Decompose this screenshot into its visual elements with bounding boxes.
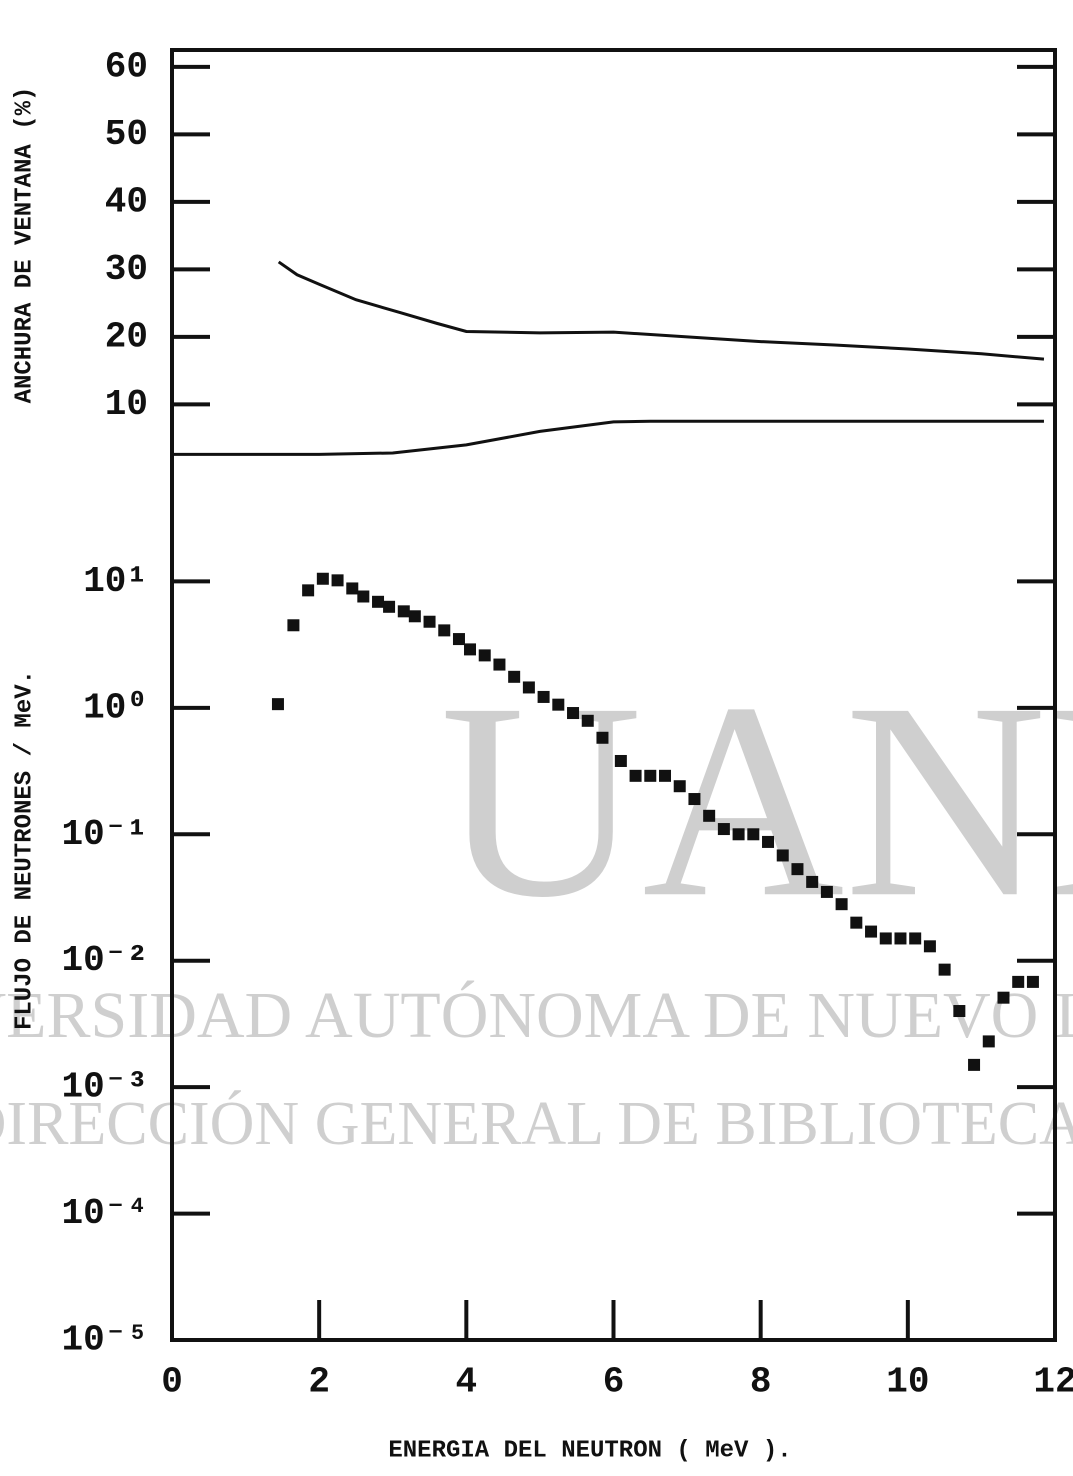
y-tick-label: 60 (105, 46, 148, 87)
point (806, 875, 819, 888)
point (997, 991, 1010, 1004)
point (397, 605, 410, 618)
point (581, 714, 594, 727)
y-tick-label: 10⁻⁵ (62, 1320, 148, 1361)
y-tick-label: 30 (105, 249, 148, 290)
point (850, 916, 863, 929)
point (508, 670, 521, 683)
point (596, 731, 609, 744)
x-tick-label: 8 (750, 1362, 772, 1403)
x-tick-label: 10 (886, 1362, 929, 1403)
point (522, 681, 535, 694)
watermark-line: DIRECCIÓN GENERAL DE BIBLIOTECAS (0, 1090, 1073, 1158)
y-tick-label: 40 (105, 181, 148, 222)
point (894, 932, 907, 945)
point (271, 698, 284, 711)
y-tick-label: 10⁻³ (62, 1067, 148, 1108)
point (747, 828, 760, 841)
point (316, 572, 329, 585)
point (982, 1035, 995, 1048)
point (552, 698, 565, 711)
point (614, 754, 627, 767)
y-tick-label: 10⁰ (83, 687, 148, 728)
watermark-logo: UANL (440, 644, 1073, 955)
point (408, 610, 421, 623)
point (452, 633, 465, 646)
y-tick-label: 50 (105, 114, 148, 155)
y-tick-label: 10⁻¹ (62, 814, 148, 855)
point (703, 809, 716, 822)
point (923, 940, 936, 953)
point (302, 584, 315, 597)
point (835, 898, 848, 911)
curve (277, 260, 1045, 361)
x-tick-label: 4 (456, 1362, 478, 1403)
point (1026, 975, 1039, 988)
point (331, 574, 344, 587)
x-tick-label: 6 (603, 1362, 625, 1403)
x-tick-label: 2 (308, 1362, 330, 1403)
point (820, 885, 833, 898)
point (644, 769, 657, 782)
watermark-line: UNIVERSIDAD AUTÓNOMA DE NUEVO LEÓN (0, 979, 1073, 1052)
point (372, 595, 385, 608)
point (732, 828, 745, 841)
y-tick-label: 20 (105, 316, 148, 357)
point (688, 793, 701, 806)
point (673, 780, 686, 793)
x-tick-label: 0 (161, 1362, 183, 1403)
point (478, 649, 491, 662)
point (357, 590, 370, 603)
point (464, 643, 477, 656)
y-tick-label: 10⁻² (62, 940, 148, 981)
point (909, 932, 922, 945)
point (762, 835, 775, 848)
point (493, 658, 506, 671)
point (423, 615, 436, 628)
point (438, 624, 451, 637)
point (537, 690, 550, 703)
y-tick-label: 10⁻⁴ (62, 1193, 148, 1234)
point (287, 619, 300, 632)
point (865, 925, 878, 938)
y-axis-label: FLUJO DE NEUTRONES / MeV. (11, 670, 38, 1030)
x-tick-label: 12 (1033, 1362, 1073, 1403)
point (1012, 975, 1025, 988)
point (629, 769, 642, 782)
point (791, 863, 804, 876)
y-axis-label: ANCHURA DE VENTANA (%) (11, 87, 38, 404)
point (953, 1005, 966, 1018)
point (879, 932, 892, 945)
point (717, 823, 730, 836)
point (776, 849, 789, 862)
point (659, 769, 672, 782)
curve (172, 419, 1044, 456)
y-tick-label: 10 (105, 384, 148, 425)
point (968, 1058, 981, 1071)
x-axis-label: ENERGIA DEL NEUTRON ( MeV ). (388, 1437, 791, 1464)
point (567, 707, 580, 720)
point (346, 582, 359, 595)
point (383, 600, 396, 613)
y-tick-label: 10¹ (83, 561, 148, 602)
point (938, 963, 951, 976)
